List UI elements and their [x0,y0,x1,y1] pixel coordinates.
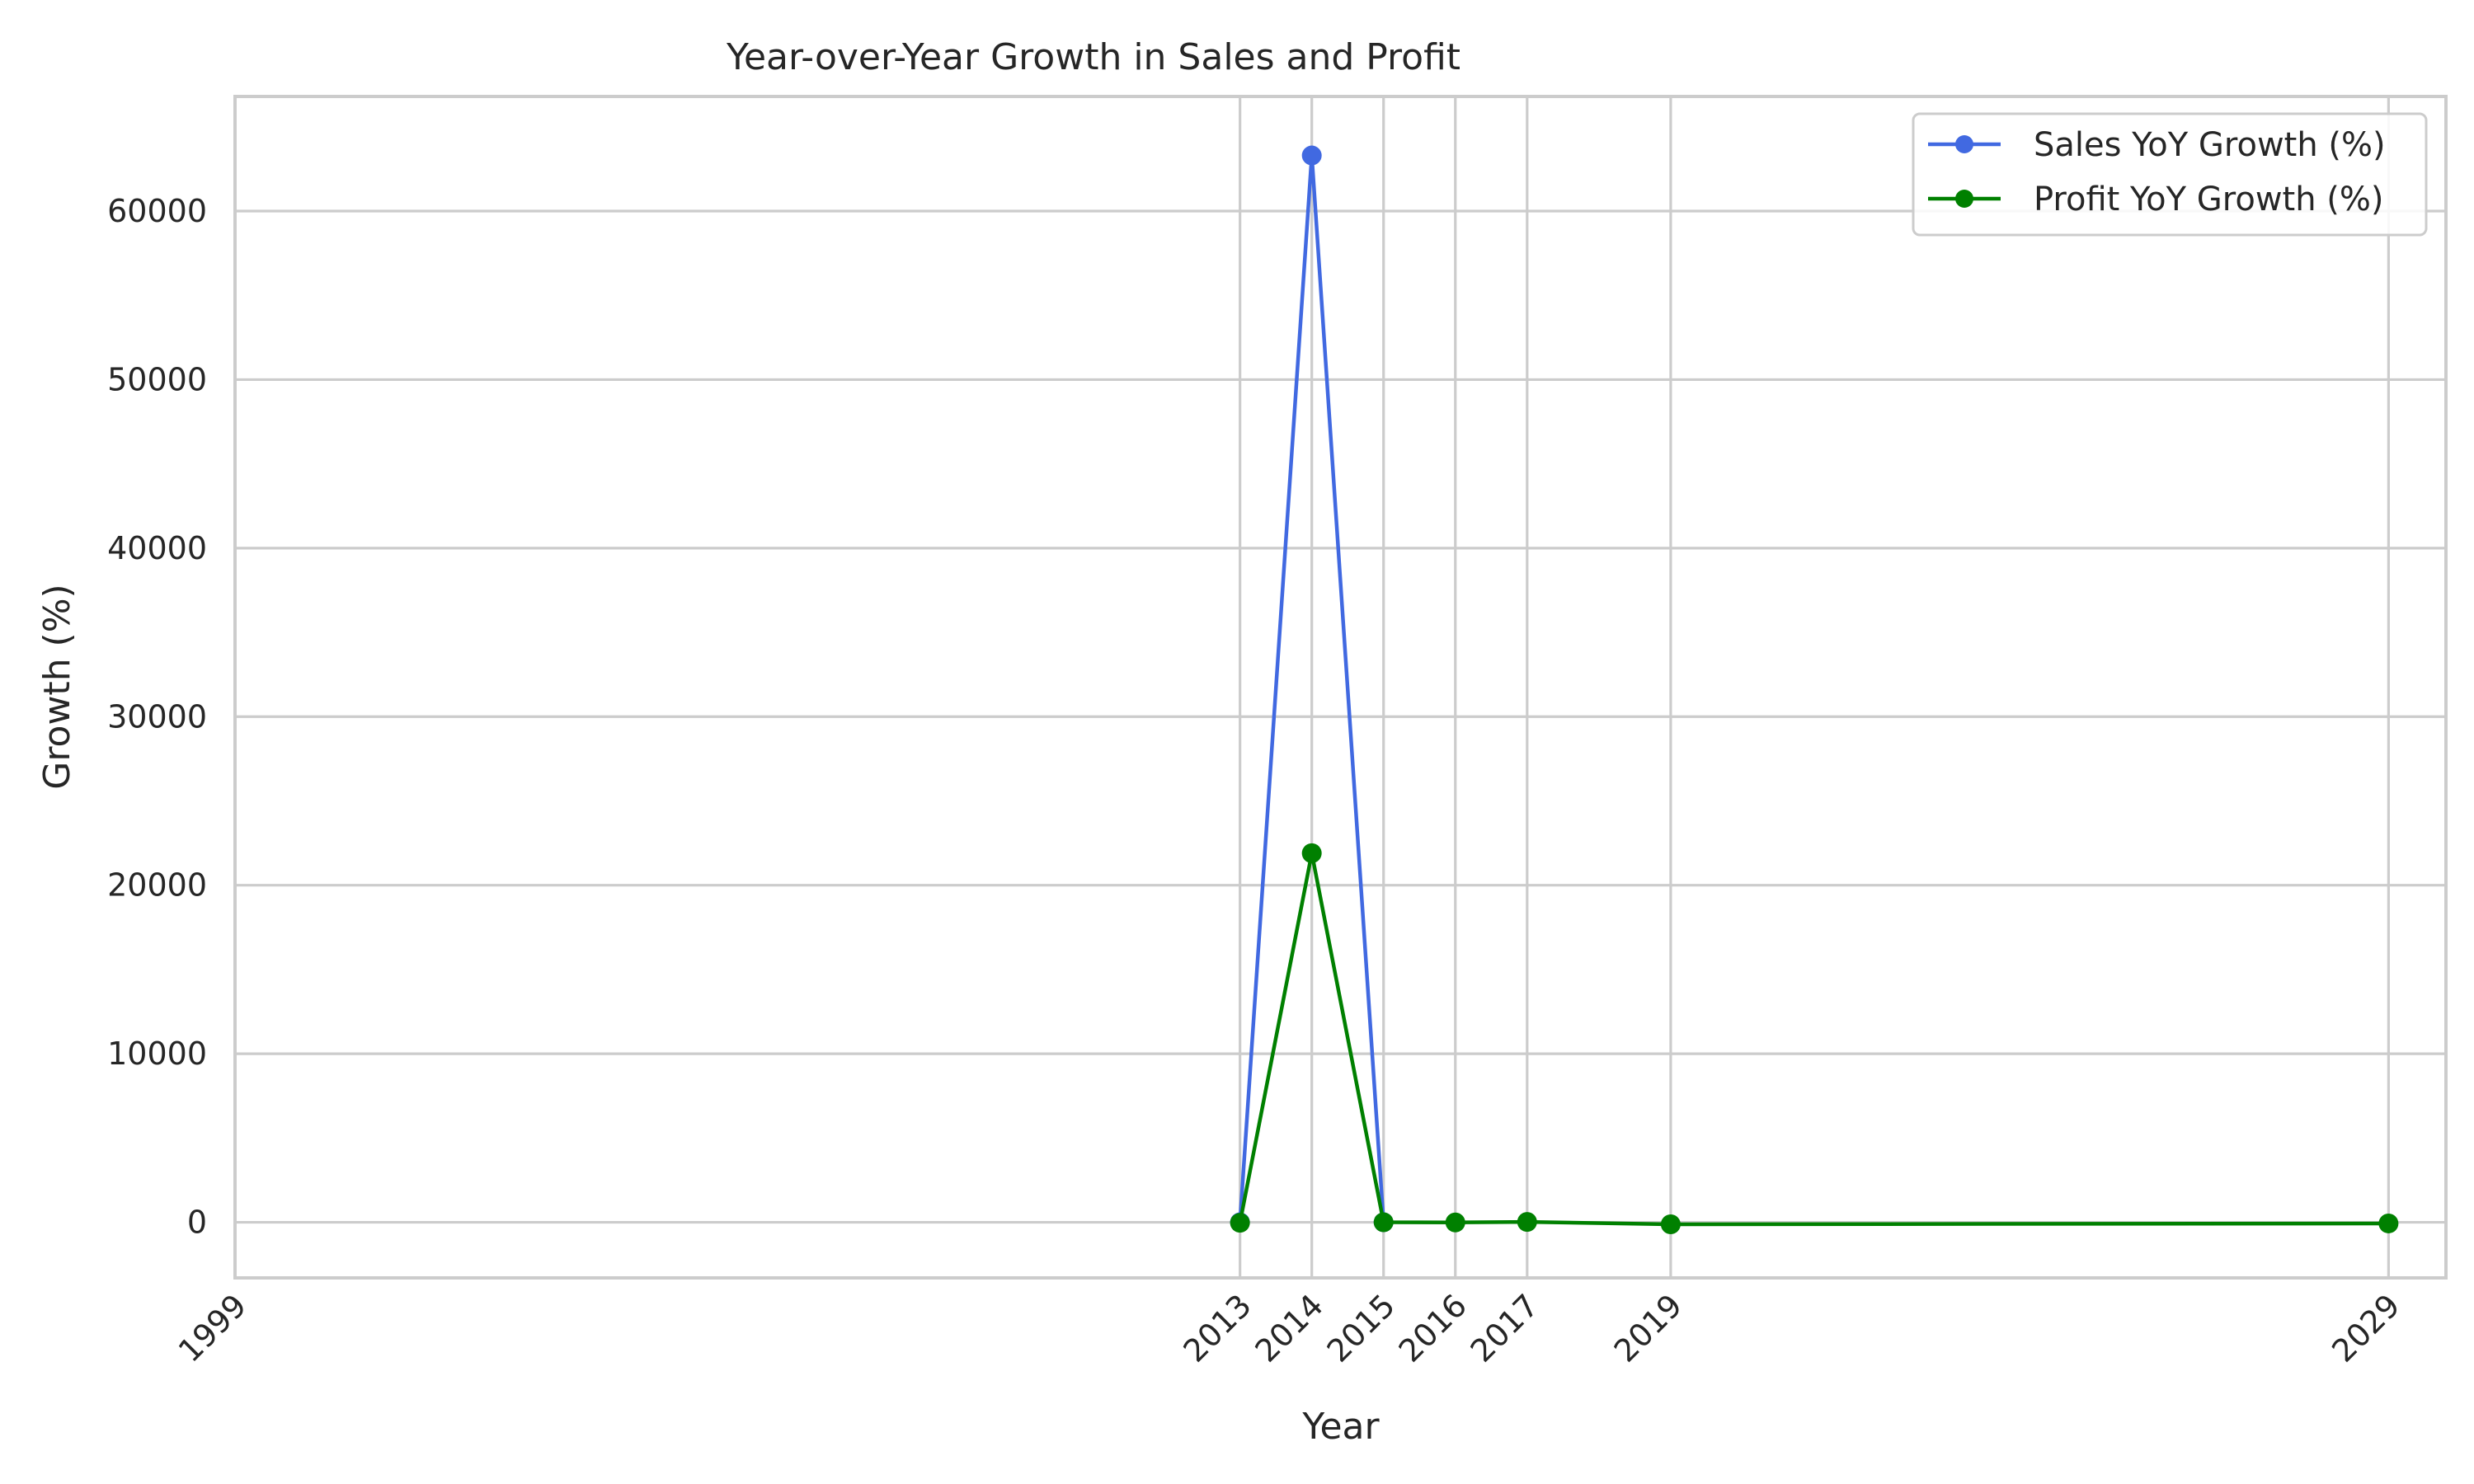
legend-entry-sales: Sales YoY Growth (%) [1928,126,2386,164]
profit-data-point [1660,1214,1681,1234]
x-tick-label: 2014 [1249,1287,1331,1369]
x-tick-label: 2019 [1607,1287,1690,1369]
profit-data-point [1517,1212,1537,1233]
plot-frame [233,95,2448,1280]
y-tick-labels: 0 10000 20000 30000 40000 50000 60000 [107,193,207,1241]
profit-data-point [1445,1212,1465,1233]
grid [233,96,2446,1278]
x-tick-label: 2013 [1176,1287,1258,1369]
legend-sales-marker [1955,135,1973,153]
profit-series-line [1238,851,2391,1227]
chart-title: Year-over-Year Growth in Sales and Profi… [726,36,1460,78]
y-tick-label: 10000 [107,1036,207,1072]
legend-profit-marker [1955,190,1973,208]
profit-data-point [1230,1213,1250,1233]
sales-data-point [1301,145,1322,166]
x-tick-label: 2015 [1320,1287,1403,1369]
profit-data-point [1301,843,1322,863]
profit-data-point [1373,1212,1394,1233]
x-tick-label: 2016 [1392,1287,1475,1369]
y-tick-label: 40000 [107,530,207,566]
legend-box [1912,112,2428,237]
legend-entry-profit: Profit YoY Growth (%) [1928,181,2384,218]
y-tick-label: 20000 [107,867,207,904]
y-axis-label: Growth (%) [36,584,78,789]
series-layer [1230,145,2399,1234]
legend-sales-label: Sales YoY Growth (%) [2034,126,2386,164]
x-tick-label: 2029 [2325,1287,2407,1369]
x-tick-label: 1999 [172,1287,254,1369]
y-tick-label: 30000 [107,698,207,735]
profit-data-point [2378,1213,2399,1233]
legend-profit-label: Profit YoY Growth (%) [2034,181,2384,218]
x-axis-label: Year [1301,1406,1380,1448]
y-tick-label: 0 [187,1205,207,1241]
x-tick-label: 2017 [1464,1287,1546,1369]
legend: Sales YoY Growth (%) Profit YoY Growth (… [1912,112,2428,237]
y-tick-label: 60000 [107,193,207,229]
y-tick-label: 50000 [107,361,207,397]
